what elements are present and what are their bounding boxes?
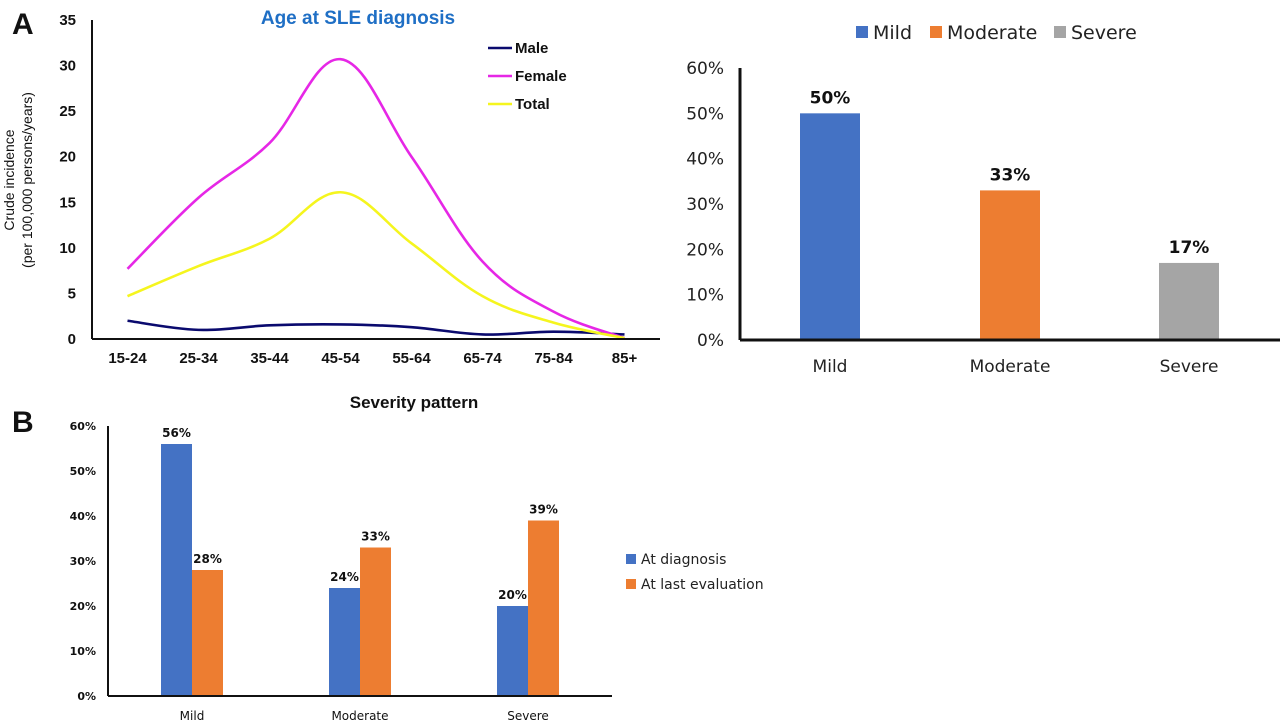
bar-chart-y-tick: 40% — [686, 150, 724, 170]
grouped-legend-swatch-diagnosis — [626, 554, 636, 564]
grouped-bar-severe-diagnosis — [497, 606, 528, 696]
bar-chart-severity: Mild Moderate Severe 0%10%20%30%40%50%60% … — [686, 22, 1280, 377]
line-chart-y-ticks: 0 5 10 15 20 25 30 35 — [59, 12, 76, 348]
line-chart-x-tick: 35-44 — [250, 350, 289, 367]
bar-moderate — [980, 190, 1040, 340]
grouped-legend-swatch-last-evaluation — [626, 579, 636, 589]
bar-x-tick: Moderate — [970, 357, 1051, 377]
bar-chart-legend: Mild Moderate Severe — [856, 22, 1137, 44]
grouped-bar-severe-last-evaluation — [528, 520, 559, 696]
bar-severe — [1159, 262, 1219, 340]
line-chart-y-tick: 10 — [59, 240, 76, 257]
panel-b-letter: B — [12, 406, 34, 439]
bar-chart-y-tick: 50% — [686, 104, 724, 124]
bar-legend-label-moderate: Moderate — [947, 22, 1037, 44]
line-chart-y-tick: 35 — [59, 12, 76, 29]
line-chart-ylabel-1: Crude incidence — [1, 129, 17, 230]
bar-data-label: 50% — [810, 88, 851, 108]
line-chart-legend: Male Female Total — [488, 40, 567, 113]
bar-legend-label-mild: Mild — [873, 22, 912, 44]
grouped-legend-label-last-evaluation: At last evaluation — [641, 577, 764, 593]
grouped-bar-chart-severity-pattern: Severity pattern 0% 10% 20% 30% 40% 50% 60% 56… — [70, 393, 764, 722]
line-chart-y-tick: 20 — [59, 149, 76, 166]
grouped-bar-data-label: 33% — [361, 530, 390, 544]
bar-chart-bars: 50% 33% 17% — [800, 88, 1219, 340]
line-chart-incidence: Age at SLE diagnosis Crude incidence (pe… — [1, 8, 660, 367]
grouped-chart-x-ticks: Mild Moderate Severe — [180, 709, 549, 722]
grouped-bar-data-label: 39% — [529, 503, 558, 517]
bar-legend-swatch-moderate — [930, 26, 942, 38]
line-series-female — [126, 57, 625, 340]
bar-legend-swatch-mild — [856, 26, 868, 38]
bar-x-tick: Mild — [813, 357, 848, 377]
line-chart-y-tick: 15 — [59, 194, 76, 211]
line-chart-y-tick: 0 — [68, 331, 76, 348]
grouped-chart-y-tick: 30% — [70, 555, 96, 568]
bar-legend-label-severe: Severe — [1071, 22, 1137, 44]
line-chart-x-tick: 85+ — [612, 350, 638, 367]
panel-a-letter: A — [12, 8, 34, 41]
grouped-chart-legend: At diagnosis At last evaluation — [626, 552, 764, 593]
line-chart-x-tick: 15-24 — [108, 350, 147, 367]
grouped-bar-mild-last-evaluation — [192, 570, 223, 696]
line-chart-x-tick: 75-84 — [534, 350, 573, 367]
bar-chart-y-tick: 60% — [686, 59, 724, 79]
bar-legend-swatch-severe — [1054, 26, 1066, 38]
bar-data-label: 33% — [990, 165, 1031, 185]
legend-label-female: Female — [515, 68, 567, 85]
bar-chart-y-ticks: 0% 10% 20% 30% 40% 50% 60% — [686, 59, 724, 351]
grouped-chart-bars: 56% 28% 24% 33% 20% 39% — [161, 426, 559, 696]
line-chart-title: Age at SLE diagnosis — [261, 8, 455, 29]
bar-chart-y-tick: 10% — [686, 286, 724, 306]
bar-data-label: 17% — [1169, 238, 1210, 258]
line-series-male — [127, 319, 625, 336]
line-chart-y-tick: 25 — [59, 103, 76, 120]
line-chart-x-tick: 65-74 — [463, 350, 502, 367]
grouped-chart-x-tick: Moderate — [331, 709, 388, 722]
line-chart-x-ticks: 15-24 25-34 35-44 45-54 55-64 65-74 75-84 85+ — [108, 350, 637, 367]
grouped-bar-moderate-last-evaluation — [360, 547, 391, 696]
line-chart-ylabel-2: (per 100,000 persons/years) — [19, 92, 35, 268]
line-chart-x-tick: 55-64 — [392, 350, 431, 367]
line-chart-x-tick: 25-34 — [179, 350, 218, 367]
grouped-chart-x-tick: Severe — [507, 709, 549, 722]
grouped-chart-y-tick: 10% — [70, 645, 96, 658]
bar-chart-y-tick: 20% — [686, 240, 724, 260]
grouped-bar-data-label: 28% — [193, 552, 222, 566]
grouped-chart-y-tick: 50% — [70, 465, 96, 478]
grouped-bar-data-label: 24% — [330, 570, 359, 584]
bar-x-tick: Severe — [1160, 357, 1219, 377]
legend-label-male: Male — [515, 40, 548, 57]
grouped-chart-y-tick: 60% — [70, 420, 96, 433]
line-series-total — [126, 190, 625, 340]
grouped-bar-data-label: 20% — [498, 588, 527, 602]
grouped-chart-title: Severity pattern — [350, 393, 479, 412]
grouped-chart-y-tick: 0% — [77, 690, 96, 703]
legend-label-total: Total — [515, 96, 550, 113]
bar-mild — [800, 113, 860, 340]
bar-chart-x-ticks: Mild Moderate Severe — [813, 357, 1219, 377]
line-chart-x-tick: 45-54 — [321, 350, 360, 367]
grouped-legend-label-diagnosis: At diagnosis — [641, 552, 726, 568]
bar-chart-y-tick: 30% — [686, 195, 724, 215]
line-chart-series — [126, 57, 625, 340]
grouped-bar-moderate-diagnosis — [329, 588, 360, 696]
grouped-bar-mild-diagnosis — [161, 444, 192, 696]
grouped-chart-y-ticks: 0% 10% 20% 30% 40% 50% 60% — [70, 420, 96, 703]
bar-chart-y-tick: 0% — [697, 331, 724, 351]
grouped-chart-y-tick: 40% — [70, 510, 96, 523]
grouped-chart-x-tick: Mild — [180, 709, 205, 722]
line-chart-y-tick: 5 — [68, 285, 76, 302]
grouped-chart-y-tick: 20% — [70, 600, 96, 613]
grouped-bar-data-label: 56% — [162, 426, 191, 440]
line-chart-y-tick: 30 — [59, 58, 76, 75]
